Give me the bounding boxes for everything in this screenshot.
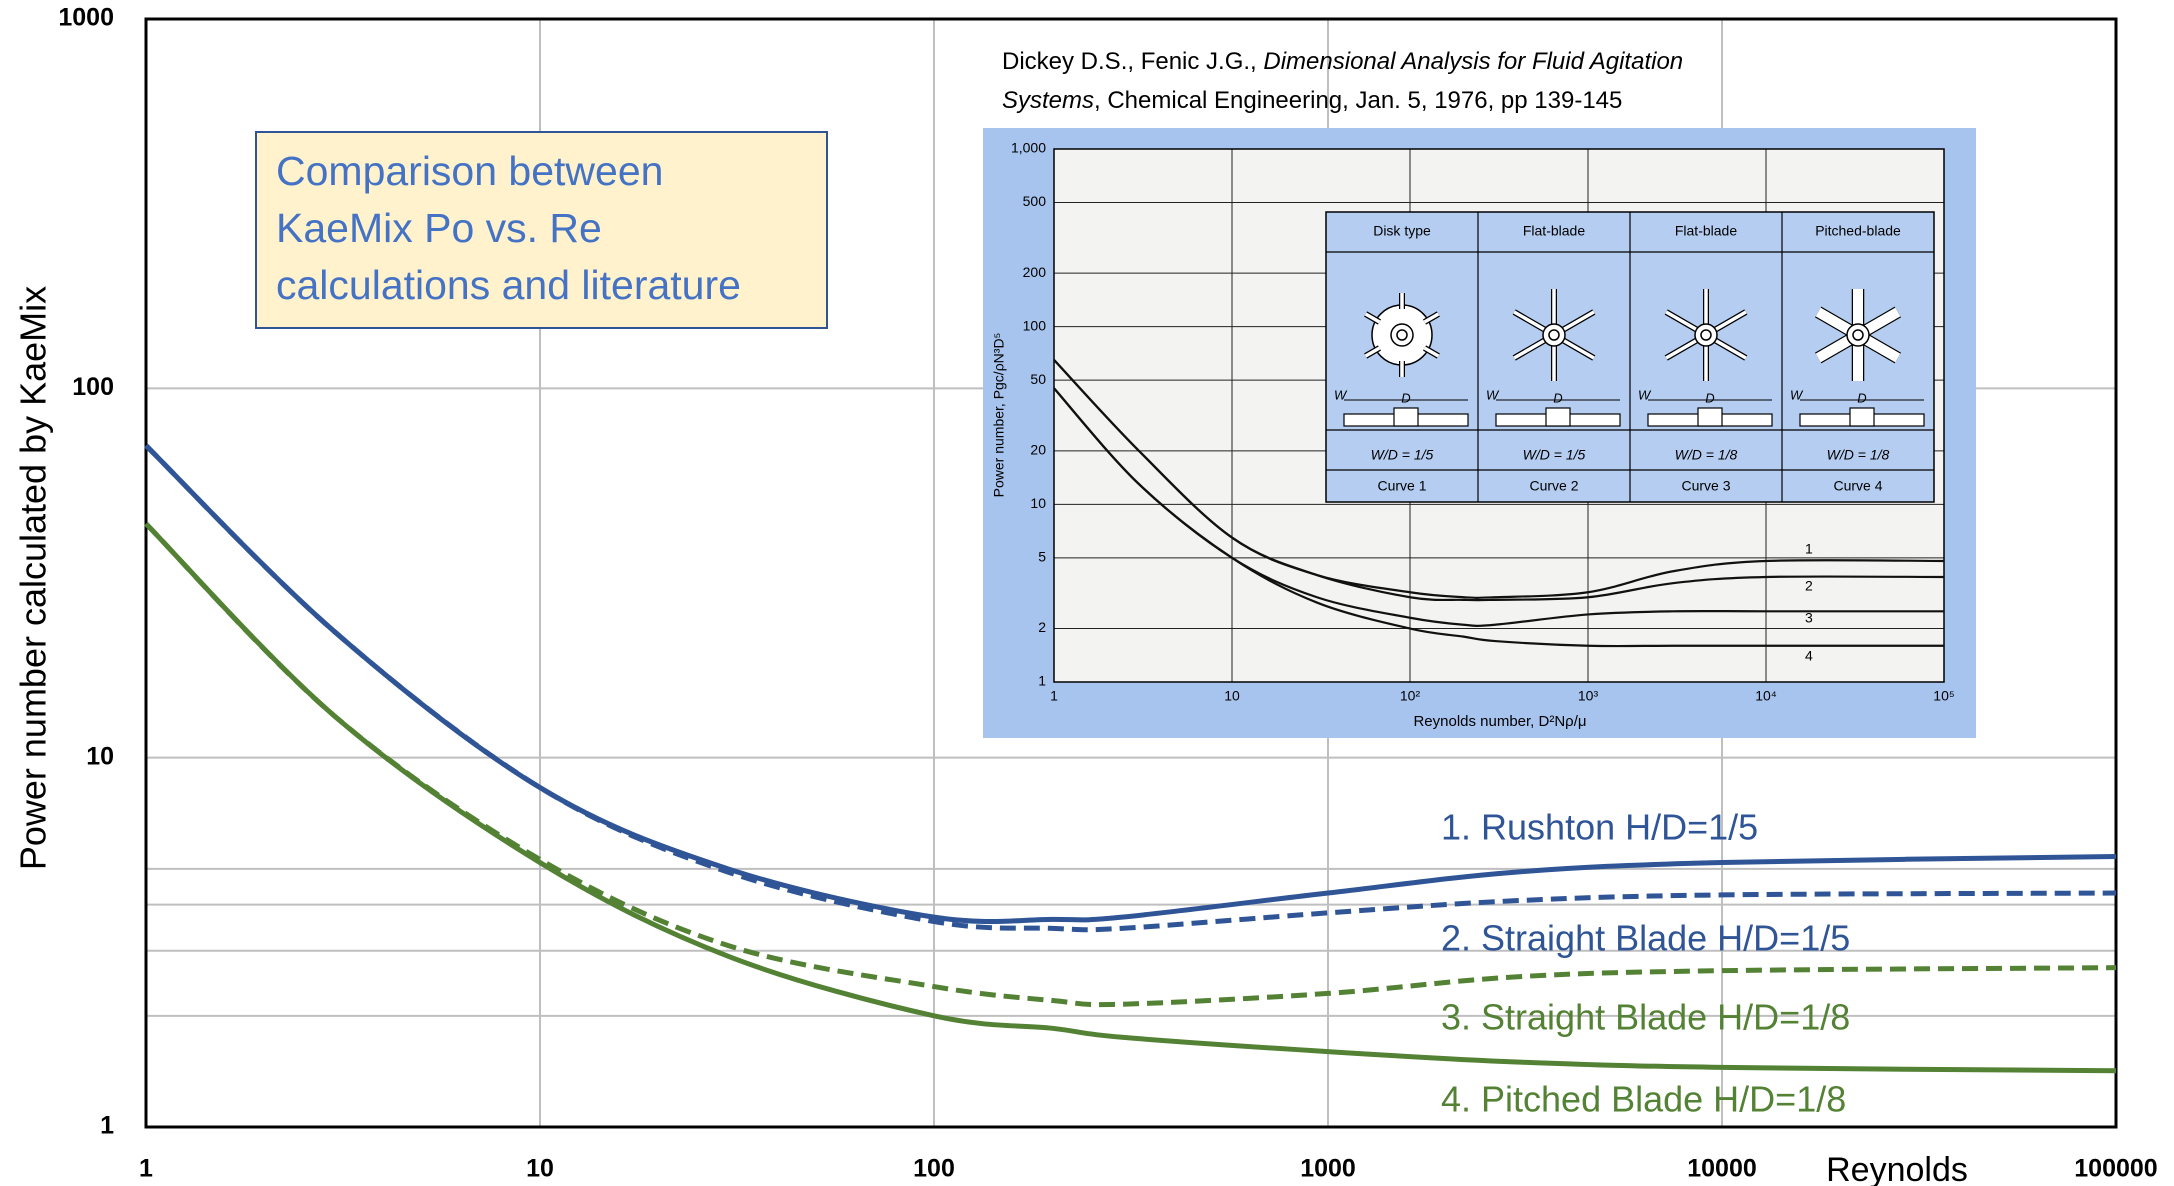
table-ratio: W/D = 1/8: [1827, 447, 1890, 463]
series-label: 1. Rushton H/D=1/5: [1441, 807, 1758, 848]
citation: Systems, Chemical Engineering, Jan. 5, 1…: [1002, 87, 1622, 114]
legend-label: 2: [1805, 578, 1813, 594]
x-tick-label: 10³: [1578, 688, 1599, 704]
impeller-hub: [1695, 324, 1717, 346]
table-ratio: W/D = 1/5: [1371, 447, 1434, 463]
table-ratio: W/D = 1/8: [1675, 447, 1738, 463]
table-curve: Curve 2: [1529, 478, 1578, 494]
x-tick-label: 10²: [1400, 688, 1421, 704]
series-label: 3. Straight Blade H/D=1/8: [1441, 997, 1850, 1038]
y-tick-label: 10: [86, 742, 114, 770]
impeller-hub: [1847, 324, 1869, 346]
y-tick-label: 1,000: [1011, 140, 1046, 156]
table-ratio: W/D = 1/5: [1523, 447, 1586, 463]
citation-part: Dickey D.S., Fenic J.G.,: [1002, 48, 1263, 75]
x-tick-label: 1: [139, 1155, 153, 1183]
table-curve: Curve 1: [1377, 478, 1426, 494]
x-tick-label: 10: [526, 1155, 554, 1183]
citation: Dickey D.S., Fenic J.G., Dimensional Ana…: [1002, 48, 1683, 75]
series-label: 4. Pitched Blade H/D=1/8: [1441, 1079, 1846, 1120]
side-view-hub: [1698, 408, 1722, 426]
y-axis-label: Power number calculated by KaeMix: [13, 286, 54, 870]
x-tick-label: 1000: [1300, 1155, 1356, 1183]
dimension-label: D: [1553, 390, 1562, 405]
table-curve: Curve 3: [1681, 478, 1730, 494]
table-header: Flat-blade: [1675, 223, 1737, 239]
inset-y-axis-label: Power number, Pgc/ρN³D⁵: [991, 333, 1007, 498]
x-tick-label: 100: [913, 1155, 955, 1183]
dimension-label: W: [1638, 387, 1652, 402]
legend-label: 1: [1805, 541, 1813, 557]
y-tick-label: 1000: [58, 4, 114, 32]
side-view-hub: [1394, 408, 1418, 426]
x-tick-label: 10⁴: [1755, 688, 1777, 704]
impeller-hub: [1543, 324, 1565, 346]
inset-x-axis-label: Reynolds number, D²Nρ/μ: [1413, 713, 1586, 730]
y-tick-label: 200: [1023, 264, 1047, 280]
x-tick-label: 10: [1224, 688, 1240, 704]
dimension-label: D: [1857, 390, 1866, 405]
side-view-hub: [1546, 408, 1570, 426]
side-view-hub: [1850, 408, 1874, 426]
dimension-label: W: [1334, 387, 1348, 402]
y-tick-label: 500: [1023, 193, 1047, 209]
y-tick-label: 50: [1030, 371, 1046, 387]
annotation-text: Comparison between: [276, 148, 663, 194]
citation-part: Systems: [1002, 87, 1094, 114]
y-tick-label: 10: [1030, 495, 1046, 511]
table-curve: Curve 4: [1833, 478, 1882, 494]
dimension-label: D: [1705, 390, 1714, 405]
table-header: Disk type: [1373, 223, 1431, 239]
dimension-label: D: [1401, 390, 1410, 405]
x-tick-label: 10000: [1687, 1155, 1757, 1183]
y-tick-label: 20: [1030, 442, 1046, 458]
citation-part: , Chemical Engineering, Jan. 5, 1976, pp…: [1094, 87, 1622, 114]
table-header: Flat-blade: [1523, 223, 1585, 239]
y-tick-label: 1: [100, 1112, 114, 1140]
legend-label: 3: [1805, 610, 1813, 626]
annotation-text: calculations and literature: [276, 262, 741, 308]
y-tick-label: 100: [72, 373, 114, 401]
series-label: 2. Straight Blade H/D=1/5: [1441, 918, 1850, 959]
y-tick-label: 100: [1023, 317, 1047, 333]
x-axis-label: Reynolds: [1826, 1151, 1968, 1186]
citation-part: Dimensional Analysis for Fluid Agitation: [1263, 48, 1683, 75]
dimension-label: W: [1790, 387, 1804, 402]
x-tick-label: 10⁵: [1933, 688, 1954, 704]
y-tick-label: 2: [1038, 619, 1046, 635]
x-tick-label: 100000: [2074, 1155, 2157, 1183]
impeller-hub: [1391, 324, 1413, 346]
table-header: Pitched-blade: [1815, 223, 1901, 239]
annotation-text: KaeMix Po vs. Re: [276, 205, 602, 251]
chart: 1 10 100 1000 1 10 100 1000 10000 100000 1,000 500 2…: [0, 0, 2174, 1186]
y-tick-label: 5: [1038, 549, 1046, 565]
x-tick-label: 1: [1050, 688, 1058, 704]
legend-label: 4: [1805, 648, 1813, 664]
dimension-label: W: [1486, 387, 1500, 402]
y-tick-label: 1: [1038, 673, 1046, 689]
